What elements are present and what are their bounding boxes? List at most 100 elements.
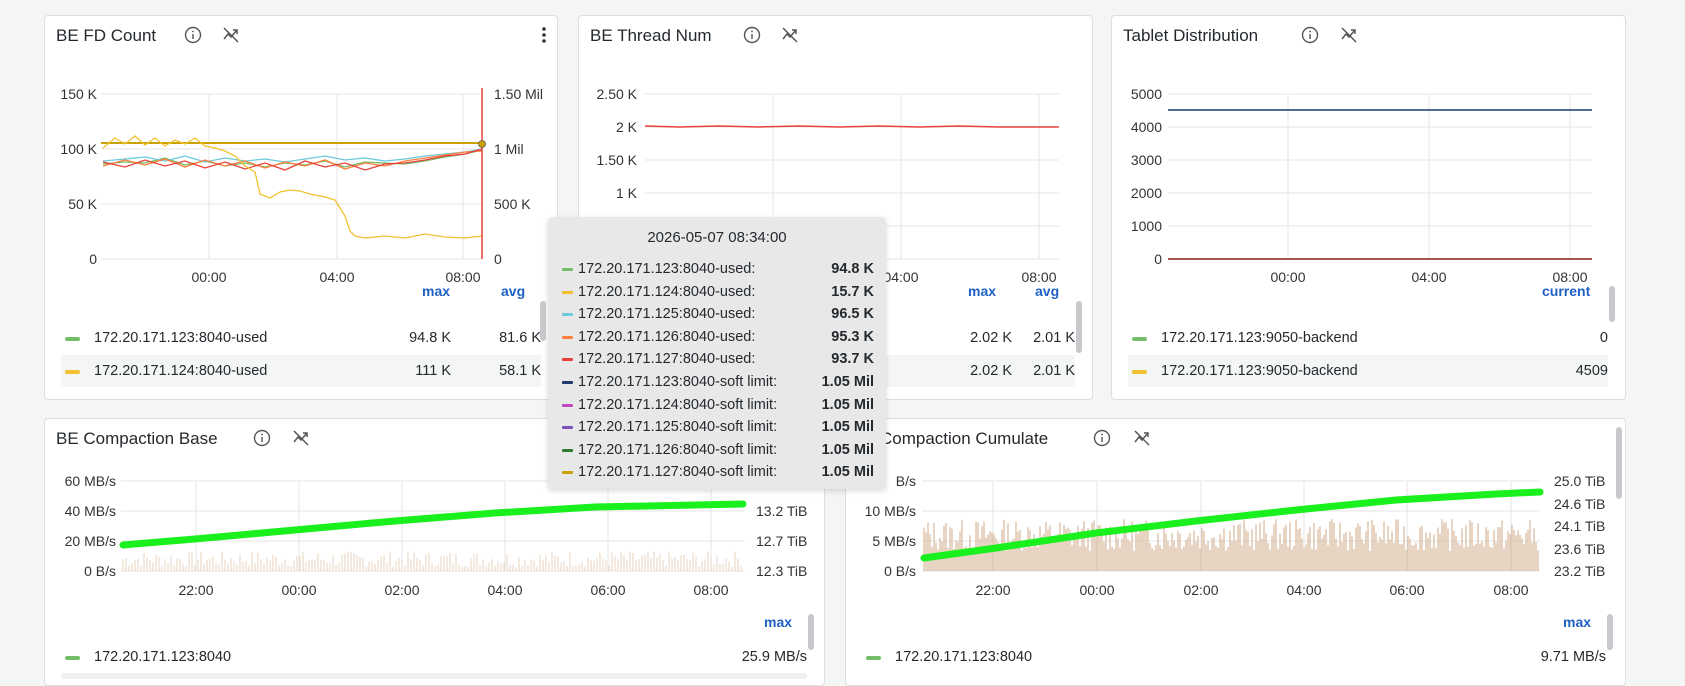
tooltip-row: 172.20.171.123:8040-soft limit: 1.05 Mil: [562, 372, 878, 394]
horizontal-scrollbar[interactable]: [61, 673, 807, 679]
tooltip-series-value: 1.05 Mil: [821, 464, 874, 481]
legend-max: 25.9 MB/s: [741, 649, 807, 665]
chart-tooltip: 2026-05-07 08:34:00 172.20.171.123:8040-…: [548, 217, 886, 489]
info-icon[interactable]: [1093, 429, 1111, 447]
y-tick-label: 4000: [1131, 119, 1162, 135]
x-tick-label: 04:00: [1286, 582, 1321, 598]
y-tick-label: 2000: [1131, 185, 1162, 201]
y-tick-label: 50 K: [68, 196, 97, 212]
panel-title: Tablet Distribution: [1123, 26, 1259, 45]
cursor-point: [478, 140, 486, 148]
legend-swatch: [866, 656, 881, 660]
legend-swatch: [1132, 337, 1147, 341]
y-tick-label: 2.50 K: [597, 86, 638, 102]
legend-scrollbar[interactable]: [540, 301, 546, 341]
panel-title: BE Thread Num: [590, 26, 712, 45]
x-tick-label: 04:00: [883, 269, 918, 285]
legend-name: 172.20.171.123:9050-backend: [1161, 363, 1358, 379]
rate-bars: [122, 551, 742, 571]
legend-header-max[interactable]: max: [422, 283, 451, 299]
info-icon[interactable]: [743, 26, 761, 44]
legend-scrollbar[interactable]: [1609, 286, 1615, 322]
chart-off-icon[interactable]: [222, 26, 240, 44]
y-tick-label: 0: [89, 251, 97, 267]
y-tick-label: 100 K: [60, 141, 97, 157]
x-tick-label: 04:00: [487, 582, 522, 598]
legend-item[interactable]: 172.20.171.124:8040-used 111 K 58.1 K: [61, 355, 541, 387]
legend-name: 172.20.171.124:8040-used: [94, 363, 268, 379]
y-tick-label: 40 MB/s: [65, 503, 116, 519]
tooltip-swatch: [562, 313, 573, 317]
legend-avg: 81.6 K: [499, 330, 541, 346]
more-vertical-icon[interactable]: [539, 24, 549, 46]
y-tick-label: 3000: [1131, 152, 1162, 168]
y-tick-label: 0 B/s: [884, 563, 916, 579]
tooltip-row: 172.20.171.127:8040-soft limit: 1.05 Mil: [562, 462, 878, 484]
x-tick-label: 00:00: [281, 582, 316, 598]
legend-avg: 2.01 K: [1033, 330, 1075, 346]
legend-max: 111 K: [415, 363, 451, 379]
panel-scrollbar[interactable]: [1616, 427, 1622, 499]
tooltip-swatch: [562, 471, 573, 475]
legend-max: 2.02 K: [970, 363, 1012, 379]
x-tick-label: 04:00: [1411, 269, 1446, 285]
x-tick-label: 04:00: [319, 269, 354, 285]
legend-header-avg[interactable]: avg: [1035, 283, 1060, 299]
legend-item[interactable]: 172.20.171.123:8040 25.9 MB/s: [61, 641, 807, 673]
legend-item[interactable]: 172.20.171.123:9050-backend 4509: [1128, 355, 1608, 387]
tooltip-row: 172.20.171.125:8040-soft limit: 1.05 Mil: [562, 417, 878, 439]
y2-tick-label: 23.6 TiB: [1554, 541, 1605, 557]
info-icon[interactable]: [1301, 26, 1319, 44]
info-icon[interactable]: [253, 429, 271, 447]
legend-item[interactable]: 172.20.171.123:9050-backend 0: [1128, 322, 1608, 354]
chart-off-icon[interactable]: [1133, 429, 1151, 447]
legend-item[interactable]: 2.02 K 2.01 K: [879, 355, 1075, 387]
chart-off-icon[interactable]: [1340, 26, 1358, 44]
tooltip-series-name: 172.20.171.126:8040-soft limit:: [578, 441, 778, 458]
tooltip-row: 172.20.171.126:8040-used: 95.3 K: [562, 327, 878, 349]
legend-name: 172.20.171.123:8040: [94, 649, 232, 665]
legend-header-avg[interactable]: avg: [501, 283, 526, 299]
tooltip-series-name: 172.20.171.127:8040-soft limit:: [578, 464, 778, 481]
legend-header-max[interactable]: max: [1563, 614, 1592, 630]
y2-tick-label: 500 K: [494, 196, 531, 212]
y-tick-label: B/s: [896, 473, 916, 489]
tooltip-series-value: 1.05 Mil: [821, 441, 874, 458]
legend-name: 172.20.171.123:9050-backend: [1161, 330, 1358, 346]
info-icon[interactable]: [184, 26, 202, 44]
y2-tick-label: 12.7 TiB: [756, 533, 807, 549]
y-tick-label: 0 B/s: [84, 563, 116, 579]
tooltip-row: 172.20.171.124:8040-used: 15.7 K: [562, 282, 878, 304]
legend-header-current[interactable]: current: [1542, 283, 1591, 299]
x-tick-label: 06:00: [1389, 582, 1424, 598]
tooltip-row: 172.20.171.126:8040-soft limit: 1.05 Mil: [562, 440, 878, 462]
legend-scrollbar[interactable]: [808, 614, 814, 650]
legend-item[interactable]: 172.20.171.123:8040-used 94.8 K 81.6 K: [61, 322, 541, 354]
y2-tick-label: 23.2 TiB: [1554, 563, 1605, 579]
panel-title: BE Compaction Base: [56, 429, 218, 448]
legend-scrollbar[interactable]: [1607, 614, 1613, 650]
tablet-distribution-chart: 5000 4000 3000 2000 1000 0 00:00 04:00 0…: [1131, 86, 1592, 285]
legend-header-max[interactable]: max: [968, 283, 997, 299]
legend-item[interactable]: 2.02 K 2.01 K: [879, 322, 1075, 354]
legend-name: 172.20.171.123:8040: [895, 649, 1033, 665]
y2-tick-label: 25.0 TiB: [1554, 473, 1605, 489]
chart-off-icon[interactable]: [781, 26, 799, 44]
legend-swatch: [1132, 370, 1147, 374]
legend-header-max[interactable]: max: [764, 614, 793, 630]
tooltip-series-value: 1.05 Mil: [821, 419, 874, 436]
legend-max: 94.8 K: [409, 330, 451, 346]
series-line-bright-green: [920, 488, 1544, 562]
tooltip-swatch: [562, 448, 573, 452]
y2-tick-label: 24.1 TiB: [1554, 518, 1605, 534]
legend-item[interactable]: 172.20.171.123:8040 9.71 MB/s: [862, 641, 1606, 673]
tooltip-row: 172.20.171.125:8040-used: 96.5 K: [562, 304, 878, 326]
chart-off-icon[interactable]: [292, 429, 310, 447]
panel-title: Compaction Cumulate: [880, 429, 1049, 448]
x-tick-label: 08:00: [1552, 269, 1587, 285]
series-line-bright-green: [119, 500, 747, 549]
legend-scrollbar[interactable]: [1076, 301, 1082, 353]
tooltip-row: 172.20.171.123:8040-used: 94.8 K: [562, 259, 878, 281]
tooltip-row: 172.20.171.127:8040-used: 93.7 K: [562, 349, 878, 371]
y-tick-label: 1.50 K: [597, 152, 638, 168]
